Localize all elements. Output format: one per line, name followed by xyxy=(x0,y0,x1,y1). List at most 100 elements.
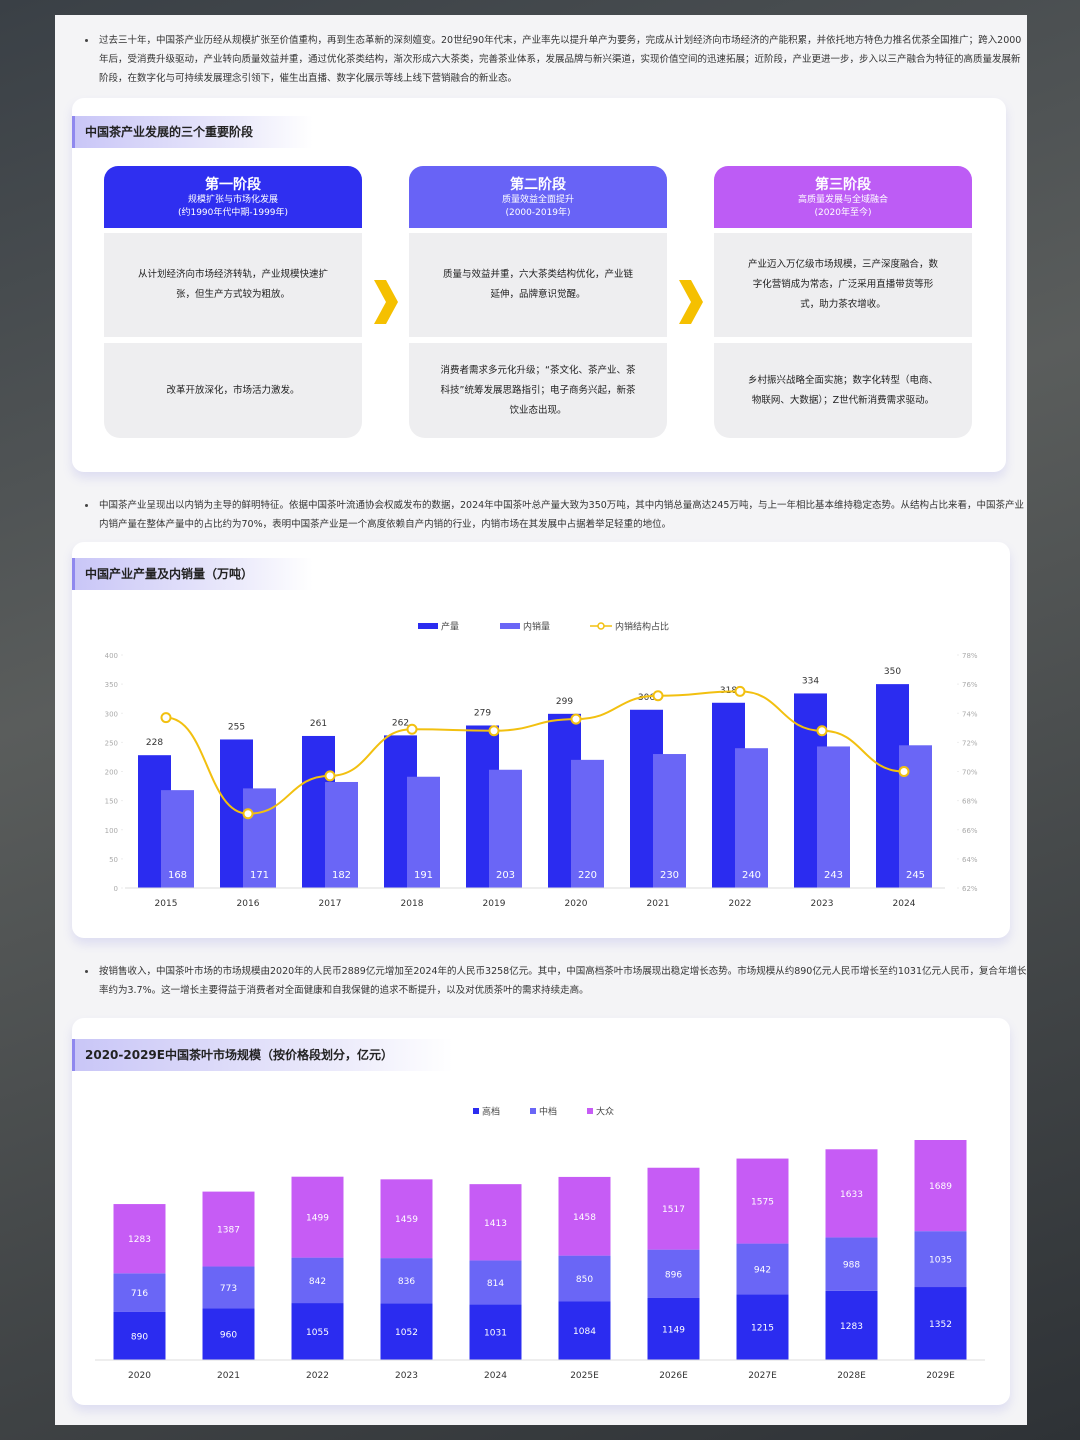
y-tick-label: 0 xyxy=(114,885,118,893)
value-label: 243 xyxy=(824,870,843,881)
x-tick-label: 2023 xyxy=(395,1371,418,1381)
value-label: 850 xyxy=(576,1275,593,1285)
value-label: 1052 xyxy=(395,1328,418,1338)
legend-swatch xyxy=(597,622,605,630)
value-label: 306 xyxy=(638,693,655,703)
value-label: 182 xyxy=(332,870,351,881)
y-tick-label: 250 xyxy=(105,739,118,747)
stage-header: 第二阶段 质量效益全面提升 (2000-2019年) xyxy=(409,166,667,228)
value-label: 988 xyxy=(843,1261,860,1271)
bar xyxy=(407,776,440,888)
y2-tick-label: 68% xyxy=(962,798,978,806)
bar-segment xyxy=(469,1184,522,1261)
value-label: 334 xyxy=(802,676,819,686)
bar xyxy=(653,754,686,888)
bar-segment xyxy=(202,1266,255,1309)
section-title: 中国茶产业发展的三个重要阶段 xyxy=(72,116,314,148)
legend-label: 内销量 xyxy=(523,621,550,633)
chart: 产量 内销量 内销结构占比 0 50 100 150 200 250 300 350 400 62% 64… xyxy=(105,621,978,910)
value-label: 1055 xyxy=(306,1328,329,1338)
line-point xyxy=(570,713,582,725)
value-label: 960 xyxy=(220,1331,237,1341)
chart-title: 2020-2029E中国茶叶市场规模（按价格段划分，亿元） xyxy=(72,1039,453,1071)
stage-drivers: 乡村振兴战略全面实施；数字化转型（电商、物联网、大数据）；Z世代新消费需求驱动。 xyxy=(714,343,972,438)
paragraph: 按销售收入，中国茶叶市场的市场规模由2020年的人民币2889亿元增加至2024… xyxy=(85,962,1029,1000)
x-tick-label: 2022 xyxy=(729,899,752,909)
stage-drivers: 改革开放深化，市场活力激发。 xyxy=(104,343,362,438)
legend-label: 产量 xyxy=(441,621,459,633)
stage-subtitle: 规模扩张与市场化发展 xyxy=(187,195,278,205)
value-label: 1689 xyxy=(929,1182,952,1192)
stage-name: 第三阶段 xyxy=(815,177,871,193)
x-tick-label: 2018 xyxy=(401,899,424,909)
bar-segment xyxy=(113,1311,166,1360)
value-label: 1413 xyxy=(484,1219,507,1229)
legend-label: 高档 xyxy=(482,1106,500,1118)
value-label: 255 xyxy=(228,722,245,732)
bar-segment xyxy=(736,1243,789,1295)
value-label: 1517 xyxy=(662,1205,685,1215)
value-label: 1387 xyxy=(217,1226,240,1236)
x-tick-label: 2021 xyxy=(647,899,670,909)
bar-segment xyxy=(558,1176,611,1256)
stage-period: (2020年至今) xyxy=(814,208,872,218)
bar-segment xyxy=(825,1149,878,1238)
y2-tick-label: 74% xyxy=(962,710,978,718)
value-label: 245 xyxy=(906,870,925,881)
value-label: 350 xyxy=(884,667,901,677)
chart-title: 中国产业产量及内销量（万吨） xyxy=(72,558,314,590)
value-label: 1633 xyxy=(840,1190,863,1200)
bar-segment xyxy=(825,1237,878,1291)
line-point xyxy=(488,725,500,737)
y2-tick-label: 66% xyxy=(962,827,978,835)
line-point xyxy=(652,690,664,702)
bar-segment xyxy=(736,1294,789,1360)
value-label: 220 xyxy=(578,870,597,881)
stage-header: 第三阶段高质量发展与全域融合 (2020年至今) xyxy=(714,166,972,228)
x-tick-label: 2024 xyxy=(893,899,916,909)
bar-segment xyxy=(113,1273,166,1312)
paragraph: 中国茶产业呈现出以内销为主导的鲜明特征。依据中国茶叶流通协会权威发布的数据，20… xyxy=(85,496,1029,534)
legend-swatch xyxy=(418,623,438,629)
legend-swatch xyxy=(530,1108,536,1114)
y-tick-label: 400 xyxy=(105,652,118,660)
value-label: 890 xyxy=(131,1332,148,1342)
x-tick-label: 2015 xyxy=(155,899,178,909)
bar-segment xyxy=(914,1140,967,1232)
legend-swatch xyxy=(587,1108,593,1114)
y2-tick-label: 70% xyxy=(962,769,978,777)
value-label: 836 xyxy=(398,1277,415,1287)
bar-segment xyxy=(469,1304,522,1360)
value-label: 1215 xyxy=(751,1324,774,1334)
legend-label: 中档 xyxy=(539,1106,557,1118)
value-label: 261 xyxy=(310,719,327,729)
value-label: 842 xyxy=(309,1277,326,1287)
arrow-shape xyxy=(374,280,398,324)
value-label: 1031 xyxy=(484,1329,507,1339)
value-label: 1458 xyxy=(573,1213,596,1223)
value-label: 773 xyxy=(220,1284,237,1294)
value-label: 299 xyxy=(556,697,573,707)
value-label: 168 xyxy=(168,870,187,881)
line-point xyxy=(734,685,746,697)
stage-subtitle: 高质量发展与全域融合 xyxy=(797,195,888,205)
y-tick-label: 50 xyxy=(109,856,118,864)
stage: 第二阶段 质量效益全面提升 (2000-2019年) 质量与效益并重，六大茶类结构优化… xyxy=(409,166,667,438)
y2-tick-label: 76% xyxy=(962,681,978,689)
x-tick-label: 2017 xyxy=(319,899,342,909)
x-tick-label: 2029E xyxy=(926,1371,955,1381)
x-tick-label: 2016 xyxy=(237,899,260,909)
y-tick-label: 200 xyxy=(105,769,118,777)
x-tick-label: 2019 xyxy=(483,899,506,909)
bar xyxy=(243,788,276,888)
value-label: 1575 xyxy=(751,1198,774,1208)
chart-card: 2020-2029E中国茶叶市场规模（按价格段划分，亿元） 高档 中档 大众 890 7… xyxy=(72,1018,1010,1405)
value-label: 716 xyxy=(131,1289,148,1299)
line-point xyxy=(242,808,254,820)
paragraph: 过去三十年，中国茶产业历经从规模扩张至价值重构，再到生态革新的深刻嬗变。20世纪… xyxy=(85,31,1029,88)
x-tick-label: 2025E xyxy=(570,1371,599,1381)
y2-tick-label: 62% xyxy=(962,885,978,893)
bar xyxy=(817,746,850,888)
x-tick-label: 2028E xyxy=(837,1371,866,1381)
